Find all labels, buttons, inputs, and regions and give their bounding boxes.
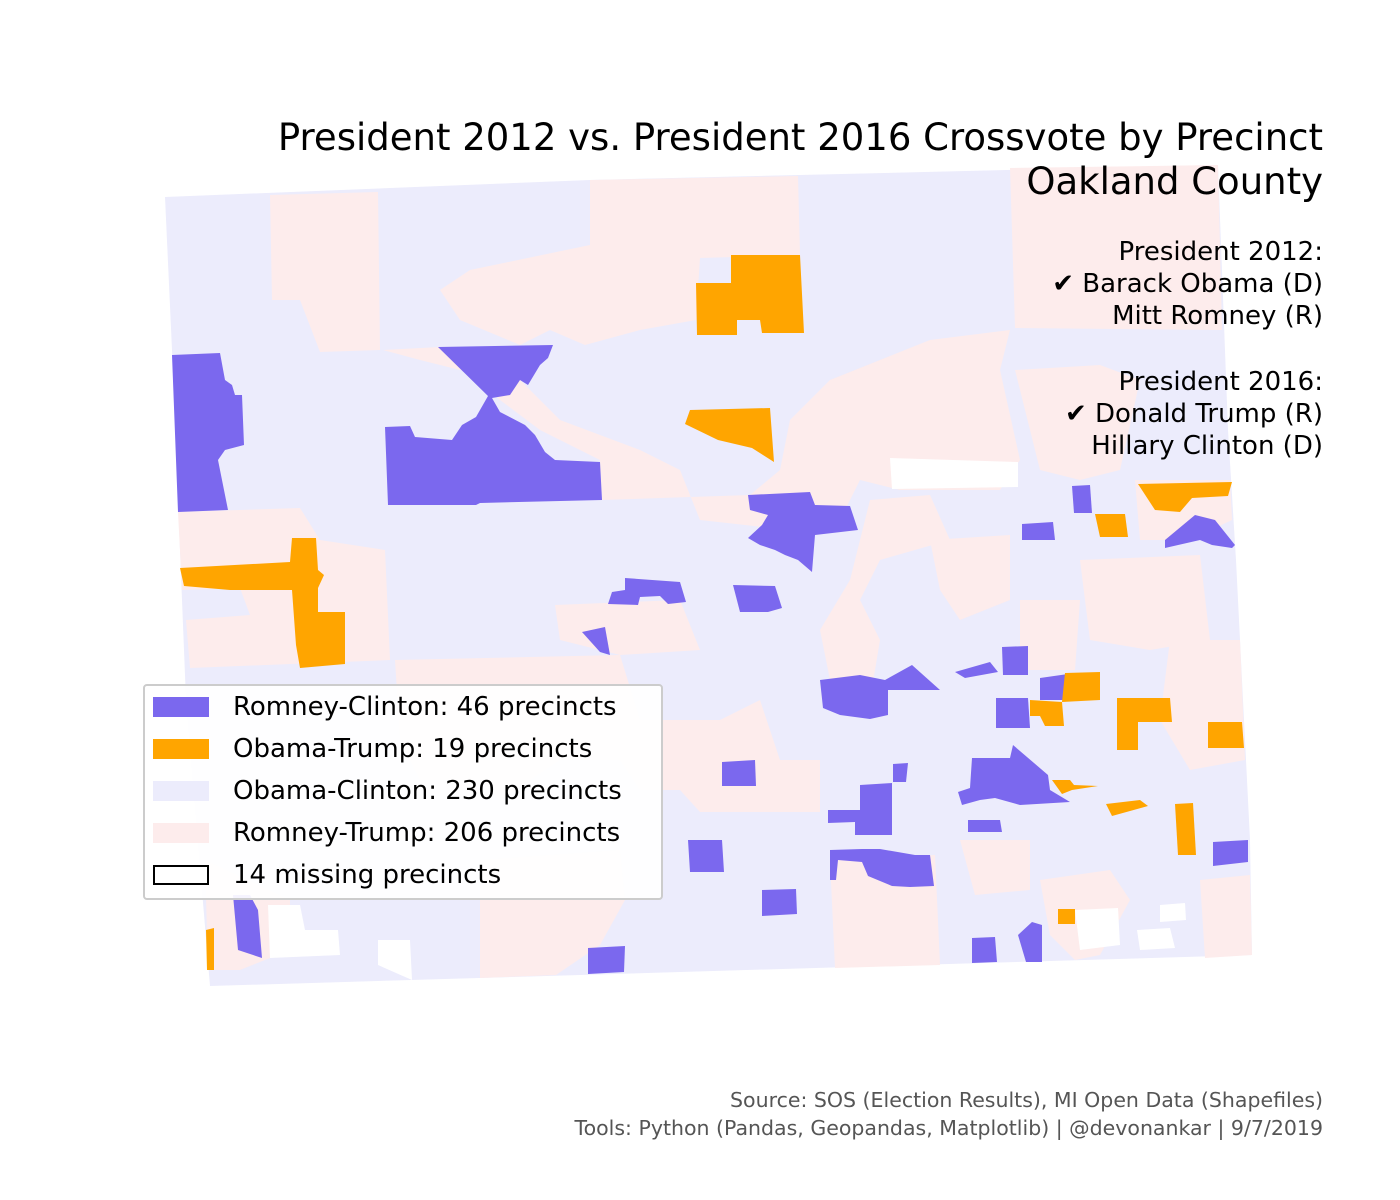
election-2016-loser: Hillary Clinton (D) (1091, 431, 1323, 461)
romney-clinton-precincts (172, 345, 1248, 974)
map-legend: Romney-Clinton: 46 precincts Obama-Trump… (143, 684, 663, 900)
election-2016-winner: ✔ Donald Trump (R) (1064, 399, 1323, 429)
map-title: President 2012 vs. President 2016 Crossv… (278, 116, 1323, 204)
legend-label: Romney-Clinton: 46 precincts (233, 692, 617, 722)
legend-swatch (153, 739, 209, 759)
obama-trump-precincts (180, 255, 1244, 970)
legend-swatch (153, 697, 209, 717)
legend-item-romney-clinton: Romney-Clinton: 46 precincts (153, 689, 617, 725)
election-2016-heading: President 2016: (1118, 367, 1323, 397)
election-2016-info: President 2016: ✔ Donald Trump (R) Hilla… (1065, 366, 1323, 462)
legend-swatch (153, 865, 209, 885)
legend-label: Romney-Trump: 206 precincts (233, 818, 621, 848)
election-2012-winner: ✔ Barack Obama (D) (1052, 269, 1323, 299)
legend-item-missing: 14 missing precincts (153, 857, 501, 893)
source-line: Source: SOS (Election Results), MI Open … (730, 1088, 1323, 1112)
election-2012-loser: Mitt Romney (R) (1112, 301, 1323, 331)
legend-swatch (153, 823, 209, 843)
missing-precincts (268, 458, 1186, 980)
legend-label: Obama-Clinton: 230 precincts (233, 776, 622, 806)
legend-item-obama-trump: Obama-Trump: 19 precincts (153, 731, 592, 767)
legend-swatch (153, 781, 209, 801)
election-2012-heading: President 2012: (1118, 237, 1323, 267)
source-credits: Source: SOS (Election Results), MI Open … (575, 1086, 1323, 1142)
title-line-1: President 2012 vs. President 2016 Crossv… (277, 116, 1323, 159)
legend-label: Obama-Trump: 19 precincts (233, 734, 593, 764)
title-line-2: Oakland County (1026, 160, 1323, 203)
tools-line: Tools: Python (Pandas, Geopandas, Matplo… (574, 1116, 1323, 1140)
election-2012-info: President 2012: ✔ Barack Obama (D) Mitt … (1052, 236, 1323, 332)
legend-item-obama-clinton: Obama-Clinton: 230 precincts (153, 773, 622, 809)
legend-item-romney-trump: Romney-Trump: 206 precincts (153, 815, 620, 851)
legend-label: 14 missing precincts (233, 860, 502, 890)
